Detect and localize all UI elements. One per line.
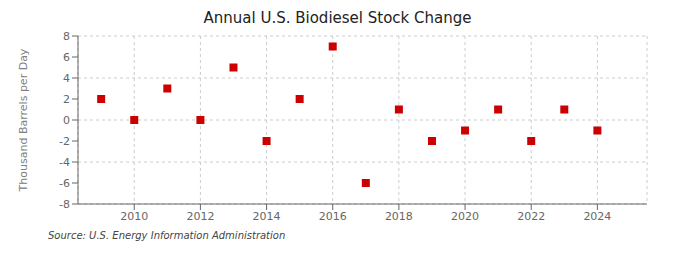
- svg-text:2016: 2016: [319, 210, 347, 223]
- svg-text:-2: -2: [59, 135, 70, 148]
- svg-text:6: 6: [63, 51, 70, 64]
- svg-text:2010: 2010: [120, 210, 148, 223]
- html-text:Annual U.S. Biodiesel Stock Ch: Annual U.S. Biodiesel Stock Change: [203, 9, 472, 27]
- svg-text:-6: -6: [59, 177, 70, 190]
- svg-text:-8: -8: [59, 198, 70, 211]
- svg-text:Thousand Barrels per Day: Thousand Barrels per Day: [17, 48, 30, 192]
- svg-text:2012: 2012: [186, 210, 214, 223]
- svg-text:4: 4: [63, 72, 70, 85]
- svg-text:2014: 2014: [253, 210, 281, 223]
- svg-text:2022: 2022: [517, 210, 545, 223]
- svg-text:0: 0: [63, 114, 70, 127]
- svg-text:-4: -4: [59, 156, 70, 169]
- svg-text:2024: 2024: [583, 210, 611, 223]
- html-text:Source: U.S. Energy Informatio: Source: U.S. Energy Information Administ…: [48, 230, 286, 241]
- svg-text:2: 2: [63, 93, 70, 106]
- svg-text:2018: 2018: [385, 210, 413, 223]
- svg-text:8: 8: [63, 30, 70, 43]
- svg-text:2020: 2020: [451, 210, 479, 223]
